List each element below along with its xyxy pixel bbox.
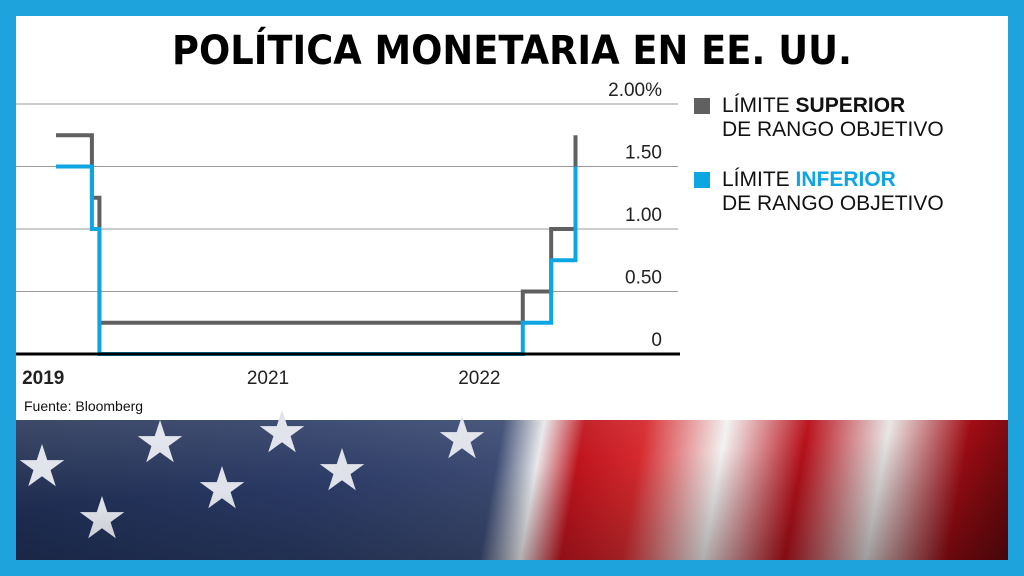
rate-chart: 0 0.50 1.00 1.50 2.00% 2019 2021 2022 (16, 80, 680, 389)
legend-label: LÍMITE (722, 168, 796, 191)
infographic-panel: POLÍTICA MONETARIA EN EE. UU. 0 0.50 1.00 1… (16, 16, 1008, 560)
x-tick-label: 2022 (458, 368, 500, 389)
star-icon: ★ (76, 490, 128, 548)
star-icon: ★ (16, 438, 68, 496)
chart-title: POLÍTICA MONETARIA EN EE. UU. (172, 28, 852, 74)
legend-swatch-upper (694, 98, 710, 114)
legend-swatch-lower (694, 172, 710, 188)
y-tick-label: 1.00 (625, 205, 662, 226)
y-tick-label: 0.50 (625, 268, 662, 289)
source-note: Fuente: Bloomberg (24, 398, 144, 414)
legend-emph: SUPERIOR (795, 94, 906, 117)
flag-shading (16, 420, 1008, 560)
legend-label: LÍMITE (722, 94, 796, 117)
legend-item-upper: LÍMITE SUPERIOR DE RANGO OBJETIVO (694, 94, 944, 142)
x-tick-label: 2019 (22, 368, 64, 389)
star-icon: ★ (436, 410, 488, 468)
legend-label-line2: DE RANGO OBJETIVO (722, 192, 944, 215)
star-icon: ★ (316, 442, 368, 500)
legend-item-lower: LÍMITE INFERIOR DE RANGO OBJETIVO (694, 168, 944, 216)
legend-label-line2: DE RANGO OBJETIVO (722, 118, 944, 141)
x-tick-label: 2021 (247, 368, 289, 389)
series-line-lower (56, 164, 578, 356)
star-icon: ★ (134, 414, 186, 472)
legend-emph: INFERIOR (795, 168, 896, 191)
star-icon: ★ (196, 460, 248, 518)
y-tick-label: 0 (651, 330, 662, 351)
us-flag-image: ★ ★ ★ ★ ★ ★ ★ (16, 404, 1008, 560)
star-icon: ★ (256, 404, 308, 462)
y-tick-label: 1.50 (625, 143, 662, 164)
y-tick-label: 2.00% (608, 80, 662, 101)
